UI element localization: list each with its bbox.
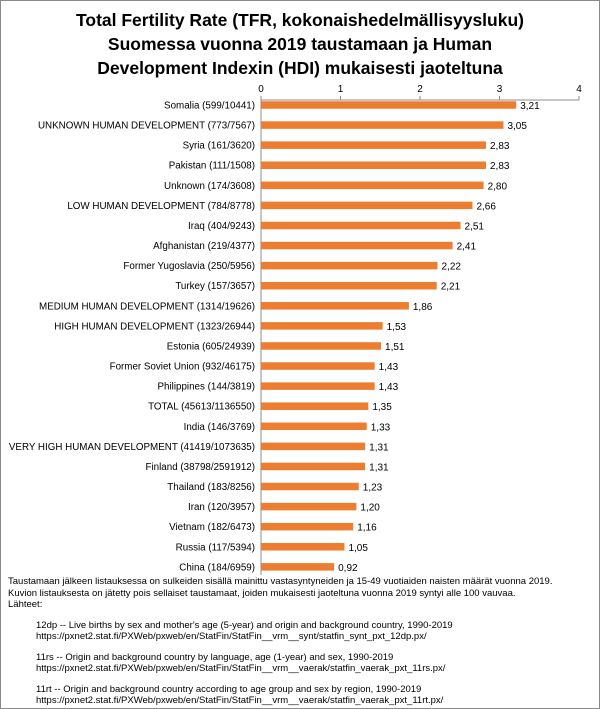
bar [261,221,461,230]
source-description: 11rs -- Origin and background country by… [36,651,394,663]
bar [261,482,359,491]
bar [261,563,335,571]
category-label: Estonia (605/24939) [167,341,255,352]
category-label: China (184/6959) [179,562,255,573]
category-label: UNKNOWN HUMAN DEVELOPMENT (773/7567) [38,121,255,132]
x-tick-label: 1 [338,84,344,95]
data-label: 2,51 [465,221,485,232]
bar [261,422,367,431]
x-tick-label: 0 [258,84,264,95]
category-label: Afghanistan (219/4377) [153,241,255,252]
category-label: MEDIUM HUMAN DEVELOPMENT (1314/19626) [39,301,255,312]
data-label: 1,43 [379,382,399,393]
source-item: 11rs -- Origin and background country by… [36,652,593,675]
bar [261,161,486,169]
chart-notes: Taustamaan jälkeen listauksessa on sulke… [8,576,593,707]
category-label: TOTAL (45613/1136550) [148,402,255,413]
data-label: 3,05 [507,121,527,132]
bar [261,442,366,451]
bar [261,141,486,149]
bar [261,101,517,109]
source-description: 12dp -- Live births by sex and mother's … [36,619,453,631]
category-label: Thailand (183/8256) [167,482,255,493]
bar [261,181,484,190]
category-label: Russia (117/5394) [176,542,255,553]
category-label: Syria (161/3620) [183,141,255,152]
source-item: 11rt -- Origin and background country ac… [36,684,593,707]
note-line-2: Kuvion listauksesta on jätetty pois sell… [8,587,516,599]
data-label: 1,51 [385,342,405,353]
data-label: 3,21 [520,101,540,112]
category-label: Pakistan (111/1508) [169,161,255,172]
bar-chart: 0 1 2 3 4 Somalia (599/10441) 3,21 UNKNOWN HUMA… [9,84,582,575]
category-label: Iraq (404/9243) [188,221,255,232]
bar [261,522,354,531]
data-label: 0,92 [338,563,358,574]
data-label: 1,53 [387,322,407,333]
data-label: 2,83 [490,161,510,172]
chart-title-line-2: Suomessa vuonna 2019 taustamaan ja Human [107,34,493,54]
data-label: 1,20 [360,503,380,514]
category-label: HIGH HUMAN DEVELOPMENT (1323/26944) [54,321,255,332]
chart-title-line-1: Total Fertility Rate (TFR, kokonaishedel… [76,10,524,30]
source-url[interactable]: https://pxnet2.stat.fi/PXWeb/pxweb/en/St… [36,631,427,642]
bar [261,502,357,511]
note-line-1: Taustamaan jälkeen listauksessa on sulke… [8,576,553,587]
bar [261,322,383,330]
data-label: 2,22 [441,262,461,273]
bar [261,462,366,471]
data-label: 1,43 [379,362,399,373]
bar [261,342,382,350]
source-url[interactable]: https://pxnet2.stat.fi/PXWeb/pxweb/en/St… [36,663,446,674]
category-label: Vietnam (182/6473) [169,522,255,533]
data-label: 2,41 [457,242,477,253]
note-sources-heading: Lähteet: [8,599,43,610]
source-description: 11rt -- Origin and background country ac… [36,683,422,695]
bar [261,362,375,370]
data-label: 1,31 [369,442,389,453]
bar [261,543,345,551]
category-label: Former Soviet Union (932/46175) [110,362,255,373]
bar [261,402,369,410]
data-label: 1,23 [363,483,383,494]
x-tick-label: 4 [576,84,582,95]
data-label: 2,83 [490,141,510,152]
data-label: 2,21 [441,282,461,293]
data-label: 2,66 [476,201,496,212]
category-label: India (146/3769) [184,422,255,433]
bar [261,241,453,250]
category-label: Turkey (157/3657) [175,281,255,292]
category-label: LOW HUMAN DEVELOPMENT (784/8778) [67,201,255,212]
category-label: Philippines (144/3819) [158,382,256,393]
category-label: Finland (38798/2591912) [146,462,255,473]
category-label: Former Yugoslavia (250/5956) [123,261,255,272]
category-label: VERY HIGH HUMAN DEVELOPMENT (41419/10736… [9,442,255,453]
category-label: Somalia (599/10441) [164,101,255,112]
data-label: 1,31 [369,462,389,473]
source-item: 12dp -- Live births by sex and mother's … [36,620,593,643]
category-label: Iran (120/3957) [188,502,255,513]
bar [261,121,504,129]
x-tick-label: 2 [417,84,423,95]
data-label: 1,16 [357,523,377,534]
x-tick-label: 3 [497,84,503,95]
data-label: 1,05 [348,543,368,554]
data-label: 2,80 [488,181,508,192]
source-url[interactable]: https://pxnet2.stat.fi/PXWeb/pxweb/en/St… [36,695,444,706]
data-label: 1,33 [371,422,391,433]
data-label: 1,86 [413,302,433,313]
bar [261,261,438,270]
data-label: 1,35 [372,402,392,413]
bar [261,302,409,310]
bar [261,382,375,390]
bar [261,281,437,290]
chart-title-line-3: Development Indexin (HDI) mukaisesti jao… [97,58,503,78]
bar [261,201,473,210]
chart-title: Total Fertility Rate (TFR, kokonaishedel… [10,8,590,80]
category-label: Unknown (174/3608) [164,181,255,192]
